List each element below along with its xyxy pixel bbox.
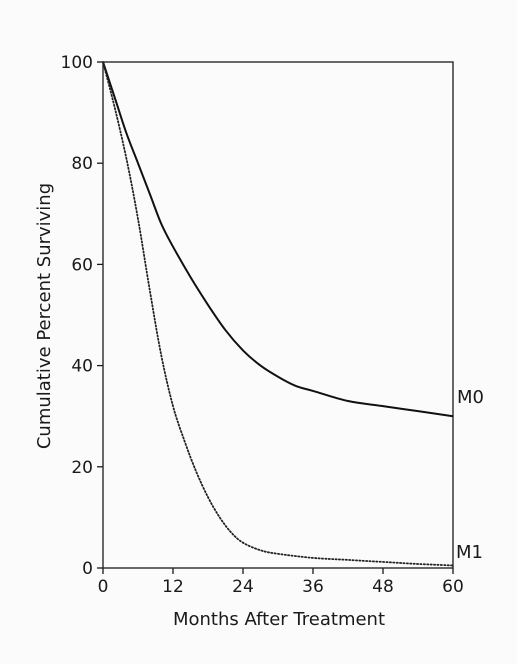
y-axis-title: Cumulative Percent Surviving (34, 183, 55, 449)
x-tick-label: 48 (372, 577, 394, 597)
y-tick-label: 20 (71, 458, 93, 478)
series-label-m1: M1 (456, 542, 483, 563)
x-tick-label: 36 (302, 577, 324, 597)
y-tick-label: 80 (71, 154, 93, 174)
plot-frame (102, 61, 454, 569)
x-tick-label: 0 (98, 577, 109, 597)
y-tick-label: 100 (61, 53, 93, 73)
series-layer (102, 61, 454, 567)
series-label-m0: M0 (457, 387, 484, 408)
y-tick-label: 0 (82, 559, 93, 579)
axis-ticks: 0 20 40 60 80 100 0 12 24 36 48 60 (61, 53, 464, 597)
x-tick-label: 24 (232, 577, 254, 597)
series-line-m0 (102, 61, 454, 418)
series-line-m1 (102, 61, 454, 567)
x-tick-label: 12 (162, 577, 184, 597)
y-tick-label: 60 (71, 255, 93, 275)
x-tick-label: 60 (442, 577, 464, 597)
x-axis-title: Months After Treatment (173, 609, 385, 630)
plot-axes (102, 61, 454, 569)
y-tick-label: 40 (71, 357, 93, 377)
